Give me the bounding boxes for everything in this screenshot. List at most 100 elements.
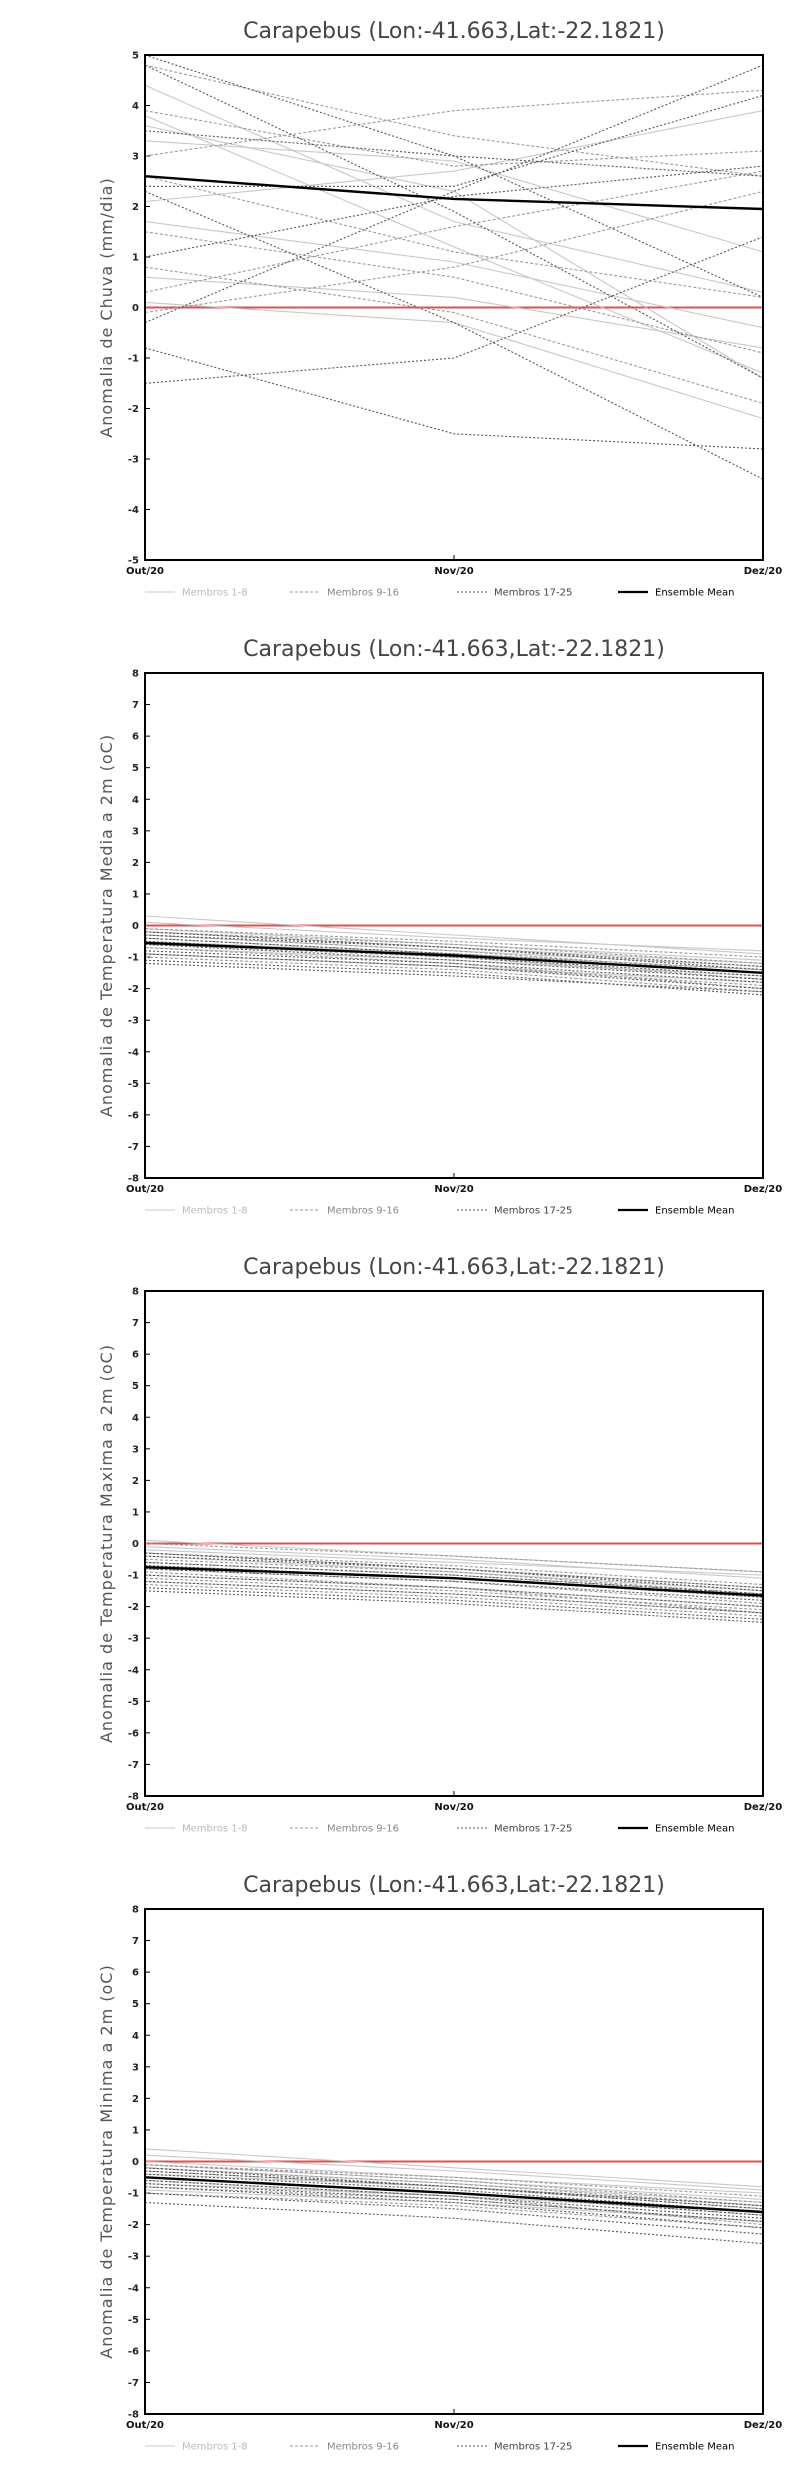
y-tick-label: 5 bbox=[132, 1999, 139, 2010]
y-tick-label: -6 bbox=[128, 2346, 139, 2357]
member-line-dark bbox=[145, 2173, 763, 2213]
chart-svg-2: Carapebus (Lon:-41.663,Lat:-22.1821) Anom… bbox=[97, 637, 782, 1217]
member-line-dark bbox=[145, 2167, 763, 2210]
member-line-medium bbox=[145, 953, 763, 987]
member-line-dark bbox=[145, 2179, 763, 2219]
y-tick-label: 5 bbox=[132, 1381, 139, 1392]
y-tick-label: 2 bbox=[132, 2094, 139, 2105]
member-line-dark bbox=[145, 1580, 763, 1614]
ensemble-mean-line bbox=[145, 941, 763, 974]
member-line-medium bbox=[145, 2186, 763, 2223]
y-tick-label: -2 bbox=[128, 1602, 139, 1613]
chart-title: Carapebus (Lon:-41.663,Lat:-22.1821) bbox=[243, 1873, 665, 1898]
y-tick-label: -4 bbox=[128, 1047, 139, 1058]
chart-panel-1: Carapebus (Lon:-41.663,Lat:-22.1821) Anom… bbox=[0, 0, 800, 618]
member-line-medium bbox=[145, 1577, 763, 1611]
member-line-light bbox=[145, 84, 763, 293]
x-tick-label: Out/20 bbox=[126, 1802, 164, 1813]
member-line-dark bbox=[145, 55, 763, 298]
y-tick-label: 8 bbox=[132, 669, 139, 680]
member-line-medium bbox=[145, 943, 763, 980]
y-tick-label: -8 bbox=[128, 1792, 139, 1803]
y-tick-label: -4 bbox=[128, 2283, 139, 2294]
member-line-dark bbox=[145, 940, 763, 977]
y-tick-label: -2 bbox=[128, 404, 139, 415]
y-tick-label: 1 bbox=[132, 889, 139, 900]
y-tick-label: 8 bbox=[132, 1287, 139, 1298]
member-line-medium bbox=[145, 937, 763, 971]
plot-frame bbox=[144, 672, 764, 1179]
legend-label: Ensemble Mean bbox=[655, 588, 734, 599]
y-tick-label: 7 bbox=[132, 1936, 139, 1947]
chart-title: Carapebus (Lon:-41.663,Lat:-22.1821) bbox=[243, 1255, 665, 1280]
legend-label: Membros 9-16 bbox=[327, 2442, 399, 2453]
member-line-medium bbox=[145, 2179, 763, 2226]
member-line-dark bbox=[145, 1561, 763, 1595]
member-line-medium bbox=[145, 1568, 763, 1605]
member-line-medium bbox=[145, 2167, 763, 2207]
ensemble-mean-line bbox=[145, 2176, 763, 2214]
member-line-medium bbox=[145, 1542, 763, 1573]
member-line-dark bbox=[145, 94, 763, 187]
legend-label: Membros 17-25 bbox=[494, 1824, 572, 1835]
y-tick-label: 8 bbox=[132, 1905, 139, 1916]
y-tick-label: 6 bbox=[132, 1350, 139, 1361]
y-axis-label: Anomalia de Temperatura Minima a 2m (oC) bbox=[97, 1964, 116, 2358]
member-line-medium bbox=[145, 1561, 763, 1595]
y-tick-label: 5 bbox=[132, 51, 139, 62]
member-line-medium bbox=[145, 947, 763, 990]
member-line-light bbox=[145, 1549, 763, 1576]
legend-label: Membros 17-25 bbox=[494, 1206, 572, 1217]
member-line-dark bbox=[145, 347, 763, 450]
member-line-dark bbox=[145, 2186, 763, 2229]
member-line-dark bbox=[145, 1574, 763, 1608]
member-line-light bbox=[145, 915, 763, 955]
y-tick-label: -3 bbox=[128, 1016, 139, 1027]
member-line-medium bbox=[145, 1571, 763, 1614]
member-line-dark bbox=[145, 2183, 763, 2223]
ensemble-mean-line bbox=[145, 175, 763, 211]
x-tick-label: Dez/20 bbox=[744, 1802, 783, 1813]
member-line-medium bbox=[145, 175, 763, 298]
member-line-medium bbox=[145, 931, 763, 964]
y-tick-label: -5 bbox=[128, 1079, 139, 1090]
chart-title: Carapebus (Lon:-41.663,Lat:-22.1821) bbox=[243, 19, 665, 44]
y-tick-label: -6 bbox=[128, 1728, 139, 1739]
chart-svg-3: Carapebus (Lon:-41.663,Lat:-22.1821) Anom… bbox=[97, 1255, 783, 1835]
y-tick-label: -1 bbox=[128, 1571, 139, 1582]
chart-svg-4: Carapebus (Lon:-41.663,Lat:-22.1821) Anom… bbox=[97, 1873, 782, 2453]
member-line-medium bbox=[145, 2164, 763, 2204]
plot-frame bbox=[144, 1290, 764, 1797]
member-line-dark bbox=[145, 1587, 763, 1620]
y-tick-label: -1 bbox=[128, 354, 139, 365]
member-line-dark bbox=[145, 236, 763, 384]
y-tick-label: -2 bbox=[128, 984, 139, 995]
legend-label: Membros 1-8 bbox=[182, 1206, 248, 1217]
legend-label: Ensemble Mean bbox=[655, 1824, 734, 1835]
member-line-dark bbox=[145, 130, 763, 177]
member-line-dark bbox=[145, 953, 763, 990]
y-tick-label: 3 bbox=[132, 1444, 139, 1455]
chart-svg-1: Carapebus (Lon:-41.663,Lat:-22.1821) Anom… bbox=[97, 19, 782, 599]
y-tick-label: -5 bbox=[128, 556, 139, 567]
x-tick-label: Nov/20 bbox=[434, 1184, 473, 1195]
member-line-medium bbox=[145, 2176, 763, 2216]
y-tick-label: -5 bbox=[128, 2315, 139, 2326]
member-line-light bbox=[145, 110, 763, 203]
y-tick-label: 2 bbox=[132, 858, 139, 869]
x-tick-label: Nov/20 bbox=[434, 566, 473, 577]
y-tick-label: -8 bbox=[128, 2410, 139, 2421]
y-tick-label: 4 bbox=[132, 101, 139, 112]
member-line-medium bbox=[145, 190, 763, 314]
member-line-medium bbox=[145, 2164, 763, 2197]
legend-label: Ensemble Mean bbox=[655, 2442, 734, 2453]
y-tick-label: 4 bbox=[132, 1413, 139, 1424]
y-tick-label: 3 bbox=[132, 152, 139, 163]
y-tick-label: -3 bbox=[128, 1634, 139, 1645]
member-line-light bbox=[145, 125, 763, 379]
plot-frame bbox=[144, 1908, 764, 2415]
y-tick-label: 3 bbox=[132, 826, 139, 837]
member-line-dark bbox=[145, 2192, 763, 2235]
member-line-dark bbox=[145, 931, 763, 971]
legend-label: Membros 1-8 bbox=[182, 1824, 248, 1835]
